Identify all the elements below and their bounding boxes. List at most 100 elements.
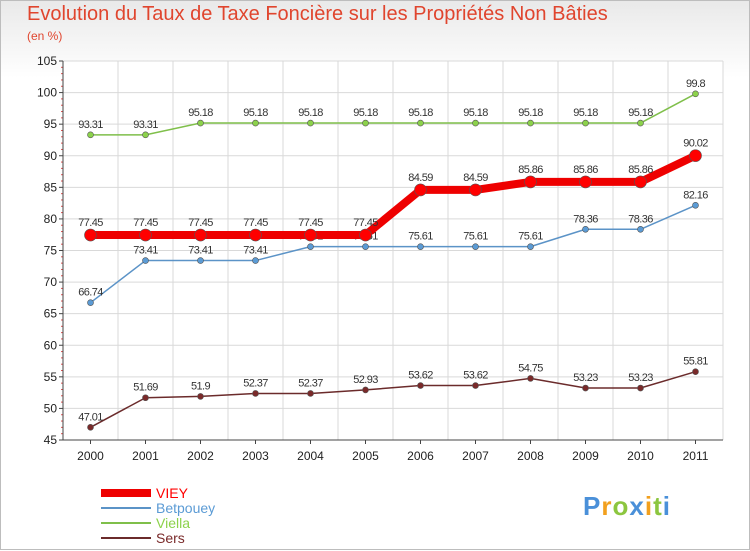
- data-point-viella: [307, 119, 314, 127]
- data-point-viey: [524, 175, 537, 189]
- legend-label-betpouey: Betpouey: [156, 500, 215, 516]
- data-point-viey: [634, 175, 647, 189]
- data-label-viella: 95.18: [573, 107, 598, 119]
- data-label-sers: 53.23: [628, 372, 653, 384]
- data-point-sers: [692, 368, 699, 376]
- data-label-betpouey: 73.41: [243, 245, 268, 257]
- data-point-sers: [307, 390, 314, 397]
- series-line-sers: [89, 370, 697, 429]
- x-tick-label: 2011: [683, 449, 709, 463]
- x-tick-label: 2008: [517, 449, 544, 463]
- series-line-viey: [86, 151, 700, 240]
- data-label-sers: 47.01: [78, 411, 103, 423]
- data-point-sers: [472, 382, 479, 389]
- data-point-sers: [197, 393, 204, 400]
- data-label-viella: 95.18: [353, 107, 378, 119]
- data-label-betpouey: 78.36: [628, 213, 653, 225]
- data-point-viey: [414, 183, 427, 197]
- data-point-sers: [582, 384, 589, 392]
- data-label-viey: 85.86: [628, 164, 653, 176]
- x-tick-label: 2009: [572, 449, 599, 463]
- logo-letter: i: [644, 491, 654, 521]
- data-point-viella: [417, 119, 424, 127]
- data-point-betpouey: [252, 257, 259, 264]
- logo-letter: P: [583, 491, 602, 521]
- x-tick-label: 2004: [297, 449, 324, 463]
- data-point-viey: [84, 228, 97, 242]
- y-tick-label: 100: [37, 86, 57, 100]
- series-line-betpouey: [89, 204, 697, 304]
- data-label-viey: 77.45: [188, 217, 213, 229]
- data-label-viey: 84.59: [463, 172, 488, 184]
- data-point-betpouey: [472, 243, 479, 250]
- data-label-viella: 95.18: [188, 107, 213, 119]
- x-tick-label: 2000: [77, 449, 104, 463]
- data-label-viella: 99.8: [686, 78, 705, 90]
- data-point-betpouey: [87, 299, 94, 306]
- data-label-sers: 52.93: [353, 374, 378, 386]
- y-tick-label: 50: [44, 401, 58, 415]
- data-point-betpouey: [307, 243, 314, 250]
- logo-letter: r: [601, 491, 613, 521]
- series-line-viella: [89, 93, 697, 136]
- data-point-sers: [527, 375, 534, 382]
- data-point-sers: [417, 382, 424, 389]
- y-tick-label: 75: [44, 244, 58, 258]
- data-label-sers: 51.69: [133, 382, 158, 394]
- unit-label: (en %): [27, 29, 63, 43]
- data-label-sers: 51.9: [191, 380, 210, 392]
- data-point-sers: [142, 394, 149, 402]
- y-tick-label: 90: [44, 149, 58, 163]
- y-tick-label: 95: [44, 117, 58, 131]
- data-point-viella: [527, 119, 534, 127]
- data-label-betpouey: 82.16: [683, 189, 708, 201]
- data-point-viella: [472, 119, 479, 127]
- y-tick-label: 85: [44, 180, 58, 194]
- y-tick-label: 55: [44, 370, 58, 384]
- data-label-sers: 52.37: [298, 377, 323, 389]
- data-label-sers: 54.75: [518, 362, 543, 374]
- data-point-viella: [362, 119, 369, 127]
- data-label-viey: 85.86: [518, 164, 543, 176]
- data-point-viella: [87, 131, 94, 139]
- data-label-viella: 93.31: [78, 119, 103, 131]
- data-label-sers: 53.62: [463, 370, 488, 382]
- data-label-betpouey: 73.41: [188, 245, 213, 257]
- data-point-betpouey: [362, 243, 369, 250]
- legend-label-viella: Viella: [156, 515, 190, 531]
- data-point-viella: [142, 131, 149, 139]
- data-point-viella: [252, 119, 259, 127]
- data-point-viey: [139, 228, 152, 242]
- legend-label-viey: VIEY: [156, 485, 189, 501]
- data-label-betpouey: 75.61: [408, 231, 433, 243]
- x-tick-label: 2005: [352, 449, 379, 463]
- data-point-betpouey: [527, 243, 534, 250]
- data-label-viey: 85.86: [573, 164, 598, 176]
- x-tick-label: 2003: [242, 449, 269, 463]
- x-tick-label: 2010: [627, 449, 654, 463]
- data-point-viella: [637, 119, 644, 127]
- data-label-viey: 77.45: [78, 217, 103, 229]
- data-point-viey: [249, 228, 262, 242]
- data-label-sers: 53.23: [573, 372, 598, 384]
- data-point-sers: [362, 386, 369, 394]
- y-tick-label: 45: [44, 433, 58, 447]
- data-label-viey: 77.45: [298, 217, 323, 229]
- y-tick-label: 65: [44, 307, 58, 321]
- data-label-betpouey: 73.41: [133, 245, 158, 257]
- data-point-viella: [692, 90, 699, 98]
- x-tick-label: 2001: [132, 449, 159, 463]
- data-point-viella: [197, 119, 204, 127]
- data-point-betpouey: [197, 257, 204, 264]
- data-point-viella: [582, 119, 589, 127]
- x-tick-label: 2006: [407, 449, 434, 463]
- data-point-betpouey: [637, 225, 644, 233]
- data-point-sers: [637, 384, 644, 392]
- data-label-viey: 84.59: [408, 172, 433, 184]
- data-label-betpouey: 75.61: [518, 231, 543, 243]
- data-point-betpouey: [582, 225, 589, 233]
- data-label-viey: 77.45: [133, 217, 158, 229]
- proxiti-logo: Proxiti: [583, 491, 671, 522]
